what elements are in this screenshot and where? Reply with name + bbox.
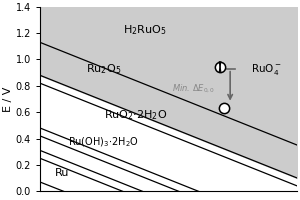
Text: Min. $\Delta E_{0,0}$: Min. $\Delta E_{0,0}$ — [172, 82, 215, 95]
Text: Ru$_2$O$_5$: Ru$_2$O$_5$ — [86, 62, 121, 76]
Y-axis label: E / V: E / V — [3, 86, 13, 112]
Text: RuO$_2$$\cdot$2H$_2$O: RuO$_2$$\cdot$2H$_2$O — [104, 108, 168, 122]
Text: Ru: Ru — [55, 168, 69, 178]
Point — [218, 65, 222, 68]
Text: Ru(OH)$_3$$\cdot$2H$_2$O: Ru(OH)$_3$$\cdot$2H$_2$O — [68, 136, 138, 149]
Text: H$_2$RuO$_5$: H$_2$RuO$_5$ — [123, 24, 166, 37]
Point — [221, 106, 226, 109]
Text: RuO$_4^-$: RuO$_4^-$ — [251, 62, 282, 77]
